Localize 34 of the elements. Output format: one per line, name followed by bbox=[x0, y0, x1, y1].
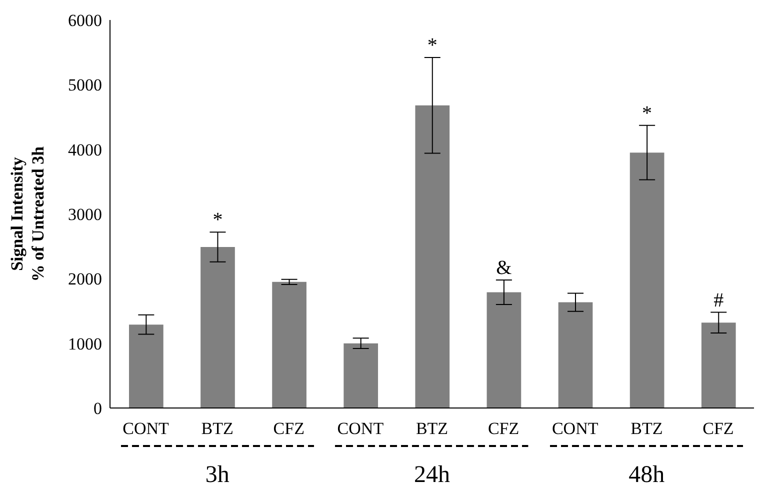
y-tick-label: 4000 bbox=[68, 140, 102, 160]
data-label: * bbox=[642, 102, 652, 124]
bar bbox=[701, 322, 736, 408]
y-tick-label: 1000 bbox=[68, 334, 102, 354]
bar bbox=[272, 282, 306, 408]
y-axis-title: Signal Intensity % of Untreated 3h bbox=[7, 146, 49, 282]
y-tick-label: 0 bbox=[94, 399, 102, 418]
x-tick-label: BTZ bbox=[630, 419, 663, 438]
y-tick-label: 3000 bbox=[68, 205, 102, 224]
x-tick-label: BTZ bbox=[201, 419, 234, 438]
x-tick-label: CONT bbox=[552, 419, 599, 438]
x-tick-label: CFZ bbox=[488, 419, 520, 438]
x-tick-label: CFZ bbox=[273, 419, 304, 438]
x-tick-label: CFZ bbox=[702, 419, 734, 438]
x-tick-label: CONT bbox=[337, 419, 384, 438]
data-label: * bbox=[427, 34, 438, 57]
text: 48h bbox=[628, 462, 666, 489]
bar bbox=[558, 302, 593, 408]
data-label: * bbox=[212, 209, 223, 232]
bar bbox=[486, 292, 522, 408]
data-label: & bbox=[496, 256, 512, 279]
bar bbox=[344, 343, 378, 408]
x-tick-label: CONT bbox=[122, 419, 170, 438]
bar bbox=[415, 105, 450, 408]
y-tick-label: 2000 bbox=[68, 270, 102, 289]
bar bbox=[129, 324, 164, 408]
y-tick-label: 6000 bbox=[68, 11, 102, 30]
text: 3h bbox=[204, 462, 230, 489]
text: 24h bbox=[412, 462, 451, 489]
bar bbox=[630, 152, 664, 408]
y-tick-label: 5000 bbox=[68, 76, 102, 95]
data-label: # bbox=[714, 289, 724, 312]
bar bbox=[200, 246, 235, 408]
x-tick-label: BTZ bbox=[416, 419, 448, 438]
